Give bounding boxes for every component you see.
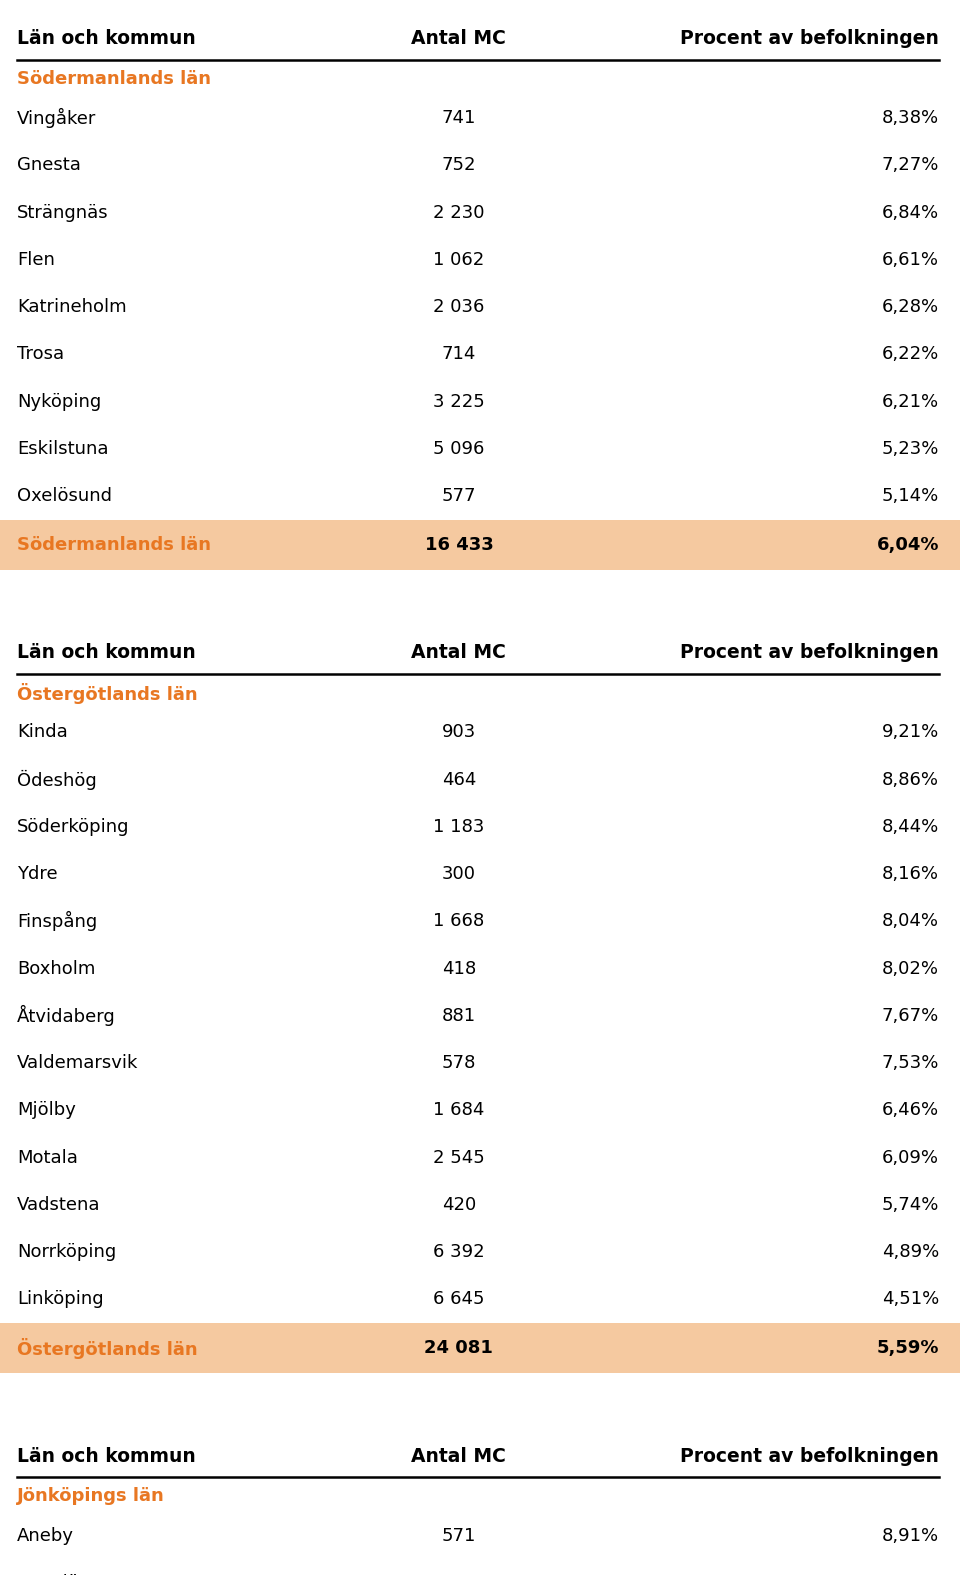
- Text: 5 096: 5 096: [433, 439, 485, 458]
- Text: 6 645: 6 645: [433, 1290, 485, 1309]
- Text: Linköping: Linköping: [17, 1290, 104, 1309]
- Text: 4,51%: 4,51%: [881, 1290, 939, 1309]
- Text: 6,04%: 6,04%: [876, 536, 939, 554]
- Text: Vadstena: Vadstena: [17, 1195, 101, 1214]
- Text: 571: 571: [442, 1526, 476, 1545]
- Text: 6,22%: 6,22%: [881, 345, 939, 364]
- Text: Söderköping: Söderköping: [17, 817, 130, 836]
- Text: 6,84%: 6,84%: [881, 203, 939, 222]
- Text: 7,53%: 7,53%: [881, 1054, 939, 1073]
- Text: 578: 578: [442, 1054, 476, 1073]
- Text: 5,74%: 5,74%: [881, 1195, 939, 1214]
- Text: 8,38%: 8,38%: [881, 109, 939, 128]
- Text: Län och kommun: Län och kommun: [17, 644, 196, 663]
- Text: Procent av befolkningen: Procent av befolkningen: [680, 644, 939, 663]
- Text: 16 433: 16 433: [424, 536, 493, 554]
- Text: 4,89%: 4,89%: [881, 1243, 939, 1262]
- Text: 903: 903: [442, 723, 476, 742]
- Text: 6,09%: 6,09%: [882, 1148, 939, 1167]
- Text: Trosa: Trosa: [17, 345, 64, 364]
- Text: Östergötlands län: Östergötlands län: [17, 1337, 198, 1359]
- Text: Södermanlands län: Södermanlands län: [17, 69, 211, 88]
- Text: 6,21%: 6,21%: [881, 392, 939, 411]
- Text: 6,61%: 6,61%: [882, 250, 939, 269]
- Text: Boxholm: Boxholm: [17, 959, 96, 978]
- Text: 5,23%: 5,23%: [881, 439, 939, 458]
- Text: Procent av befolkningen: Procent av befolkningen: [680, 1447, 939, 1466]
- Text: 2 230: 2 230: [433, 203, 485, 222]
- Text: Östergötlands län: Östergötlands län: [17, 682, 198, 704]
- Text: 8,02%: 8,02%: [882, 959, 939, 978]
- Text: Södermanlands län: Södermanlands län: [17, 536, 211, 554]
- Text: Län och kommun: Län och kommun: [17, 30, 196, 49]
- Text: 7,27%: 7,27%: [881, 156, 939, 175]
- Text: 24 081: 24 081: [424, 1339, 493, 1358]
- Text: 2 036: 2 036: [433, 298, 485, 317]
- Text: 577: 577: [442, 487, 476, 506]
- Bar: [0, 520, 960, 570]
- Text: Aneby: Aneby: [17, 1526, 74, 1545]
- Text: Antal MC: Antal MC: [412, 644, 506, 663]
- Text: Kinda: Kinda: [17, 723, 68, 742]
- Text: 420: 420: [442, 1195, 476, 1214]
- Text: 6,28%: 6,28%: [881, 298, 939, 317]
- Text: Valdemarsvik: Valdemarsvik: [17, 1054, 138, 1073]
- Text: 1 183: 1 183: [433, 817, 485, 836]
- Text: 8,16%: 8,16%: [882, 865, 939, 884]
- Text: 9,21%: 9,21%: [881, 723, 939, 742]
- Text: Åtvidaberg: Åtvidaberg: [17, 1005, 116, 1027]
- Text: Strängnäs: Strängnäs: [17, 203, 108, 222]
- Text: 5,59%: 5,59%: [876, 1339, 939, 1358]
- Text: 8,04%: 8,04%: [882, 912, 939, 931]
- Text: 464: 464: [442, 770, 476, 789]
- Text: Motala: Motala: [17, 1148, 78, 1167]
- Text: Län och kommun: Län och kommun: [17, 1447, 196, 1466]
- Text: 1 062: 1 062: [433, 250, 485, 269]
- Text: 752: 752: [442, 156, 476, 175]
- Text: Nyköping: Nyköping: [17, 392, 102, 411]
- Text: Katrineholm: Katrineholm: [17, 298, 127, 317]
- Text: Ödeshög: Ödeshög: [17, 770, 97, 789]
- Text: 1 668: 1 668: [433, 912, 485, 931]
- Text: Oxelösund: Oxelösund: [17, 487, 112, 506]
- Text: 300: 300: [442, 865, 476, 884]
- Text: Mjölby: Mjölby: [17, 1101, 76, 1120]
- Text: 418: 418: [442, 959, 476, 978]
- Text: Norrköping: Norrköping: [17, 1243, 116, 1262]
- Text: Eskilstuna: Eskilstuna: [17, 439, 108, 458]
- Text: Ydre: Ydre: [17, 865, 58, 884]
- Text: 7,67%: 7,67%: [881, 1006, 939, 1025]
- Text: 6 392: 6 392: [433, 1243, 485, 1262]
- Text: 8,91%: 8,91%: [881, 1526, 939, 1545]
- Text: Jönköpings län: Jönköpings län: [17, 1487, 165, 1506]
- Text: Gnesta: Gnesta: [17, 156, 82, 175]
- Text: 8,86%: 8,86%: [882, 770, 939, 789]
- Text: Procent av befolkningen: Procent av befolkningen: [680, 30, 939, 49]
- Text: Vingåker: Vingåker: [17, 109, 97, 128]
- Text: 1 684: 1 684: [433, 1101, 485, 1120]
- Text: 881: 881: [442, 1006, 476, 1025]
- Text: 5,14%: 5,14%: [881, 487, 939, 506]
- Text: 2 545: 2 545: [433, 1148, 485, 1167]
- Text: 8,44%: 8,44%: [881, 817, 939, 836]
- Text: Finspång: Finspång: [17, 912, 98, 931]
- Text: Flen: Flen: [17, 250, 55, 269]
- Text: Antal MC: Antal MC: [412, 30, 506, 49]
- Bar: [0, 1323, 960, 1373]
- Text: Antal MC: Antal MC: [412, 1447, 506, 1466]
- Text: 6,46%: 6,46%: [881, 1101, 939, 1120]
- Text: 714: 714: [442, 345, 476, 364]
- Text: 3 225: 3 225: [433, 392, 485, 411]
- Text: 741: 741: [442, 109, 476, 128]
